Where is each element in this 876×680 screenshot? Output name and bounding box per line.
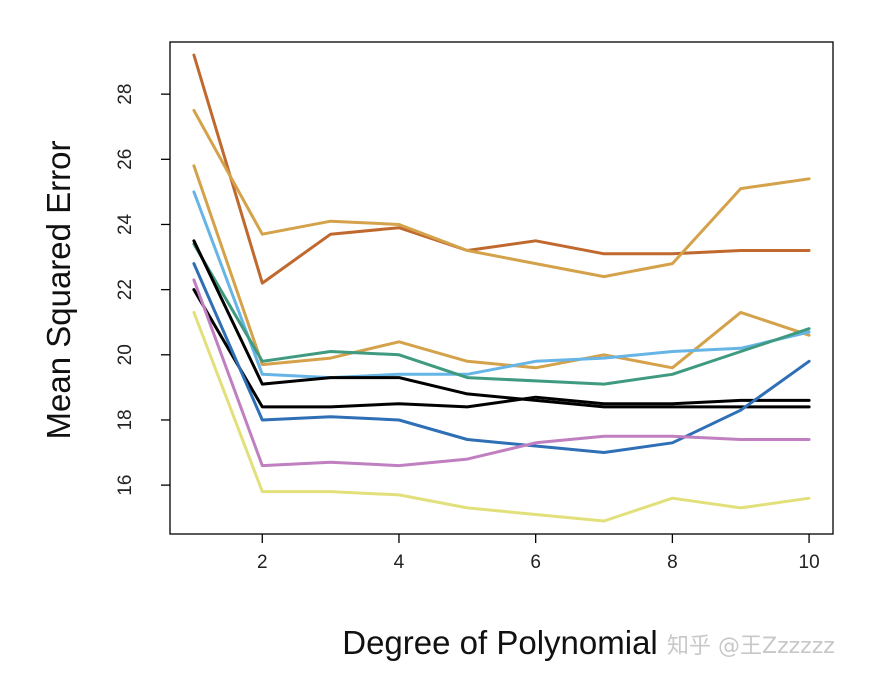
series-line-run-6 [192,239,811,409]
x-tick-label: 6 [530,552,541,573]
x-tick-label: 10 [799,552,820,573]
y-tick-label: 28 [115,84,136,105]
y-axis-title: Mean Squared Error [40,140,77,439]
plot-frame [169,41,834,535]
series-line-run-5 [192,242,811,386]
x-axis: 2 4 6 8 10 [257,534,820,573]
series-line-run-2 [192,108,811,279]
y-tick-label: 18 [115,409,136,430]
y-tick-label: 24 [115,213,136,235]
series-line-run-7 [192,288,811,409]
y-tick-label: 20 [115,344,136,365]
series-line-run-3 [192,164,811,370]
x-tick-label: 8 [667,552,678,573]
series-line-run-10 [192,310,811,523]
x-axis-title: Degree of Polynomial [342,624,658,661]
series-line-run-1 [192,53,811,285]
y-tick-label: 26 [115,149,136,170]
y-tick-label: 22 [115,279,136,300]
watermark: 知乎 @王Zzzzzz [667,634,835,659]
x-tick-label: 4 [394,552,405,573]
x-tick-label: 2 [257,552,268,573]
series-line-run-8 [192,262,811,454]
y-axis: 16 18 20 22 24 26 28 [115,84,170,496]
series-line-run-4 [192,190,811,380]
y-tick-label: 16 [115,475,136,496]
series-line-run-9 [192,278,811,468]
series-layer [192,53,811,523]
